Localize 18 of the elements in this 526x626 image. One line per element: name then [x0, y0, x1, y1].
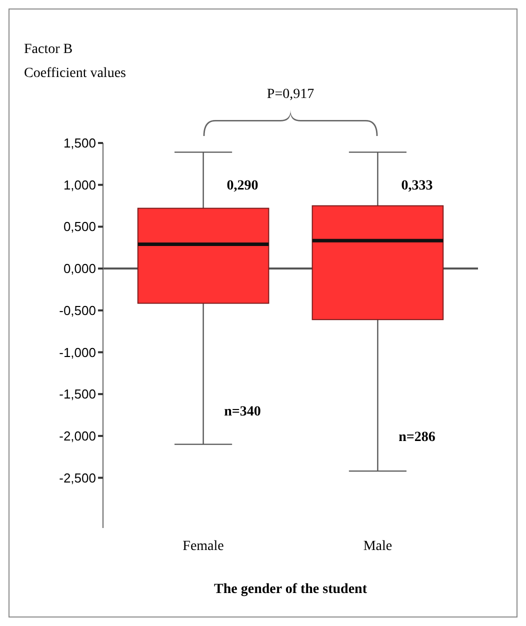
annotation: n=286 — [398, 430, 436, 445]
y-tick-label: -2,000 — [59, 428, 96, 444]
y-tick-label: -1,500 — [59, 386, 96, 402]
text: P=0,917 — [266, 87, 314, 102]
y-tick-label: 1,500 — [63, 136, 96, 151]
y-axis-title: Factor B Coefficient values — [24, 42, 126, 81]
x-tick-label: Male — [363, 539, 392, 554]
annotation: n=340 — [224, 404, 261, 420]
annotation: 0,333 — [401, 178, 433, 194]
y-tick-label: 0,000 — [63, 261, 96, 276]
y-tick-label: -0,500 — [59, 302, 96, 318]
y-tick-label: -2,500 — [59, 470, 96, 486]
x-tick-label: Female — [182, 539, 224, 554]
y-tick-label: 0,500 — [63, 219, 96, 234]
y-tick-label: 1,000 — [63, 177, 96, 192]
y-tick-label: -1,000 — [59, 344, 96, 360]
x-axis-title: The gender of the student — [214, 582, 368, 597]
annotation: 0,290 — [226, 178, 258, 194]
